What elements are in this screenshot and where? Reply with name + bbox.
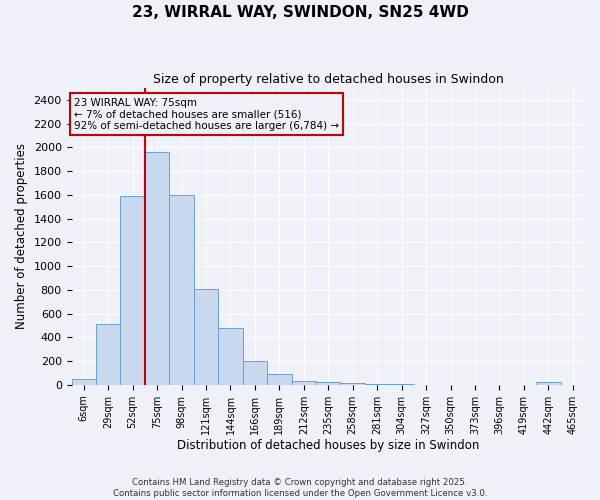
Bar	[316, 382, 340, 385]
Bar	[169, 195, 194, 385]
Bar	[218, 328, 242, 385]
Bar	[121, 196, 145, 385]
Bar	[194, 288, 218, 385]
Title: Size of property relative to detached houses in Swindon: Size of property relative to detached ho…	[153, 72, 503, 86]
Bar	[71, 379, 96, 385]
Text: 23, WIRRAL WAY, SWINDON, SN25 4WD: 23, WIRRAL WAY, SWINDON, SN25 4WD	[131, 5, 469, 20]
Y-axis label: Number of detached properties: Number of detached properties	[15, 144, 28, 330]
Text: 23 WIRRAL WAY: 75sqm
← 7% of detached houses are smaller (516)
92% of semi-detac: 23 WIRRAL WAY: 75sqm ← 7% of detached ho…	[74, 98, 339, 131]
Bar	[340, 384, 365, 385]
X-axis label: Distribution of detached houses by size in Swindon: Distribution of detached houses by size …	[177, 440, 479, 452]
Bar	[536, 382, 560, 385]
Bar	[365, 384, 389, 385]
Bar	[242, 361, 267, 385]
Bar	[96, 324, 121, 385]
Text: Contains HM Land Registry data © Crown copyright and database right 2025.
Contai: Contains HM Land Registry data © Crown c…	[113, 478, 487, 498]
Bar	[389, 384, 414, 385]
Bar	[292, 380, 316, 385]
Bar	[267, 374, 292, 385]
Bar	[145, 152, 169, 385]
